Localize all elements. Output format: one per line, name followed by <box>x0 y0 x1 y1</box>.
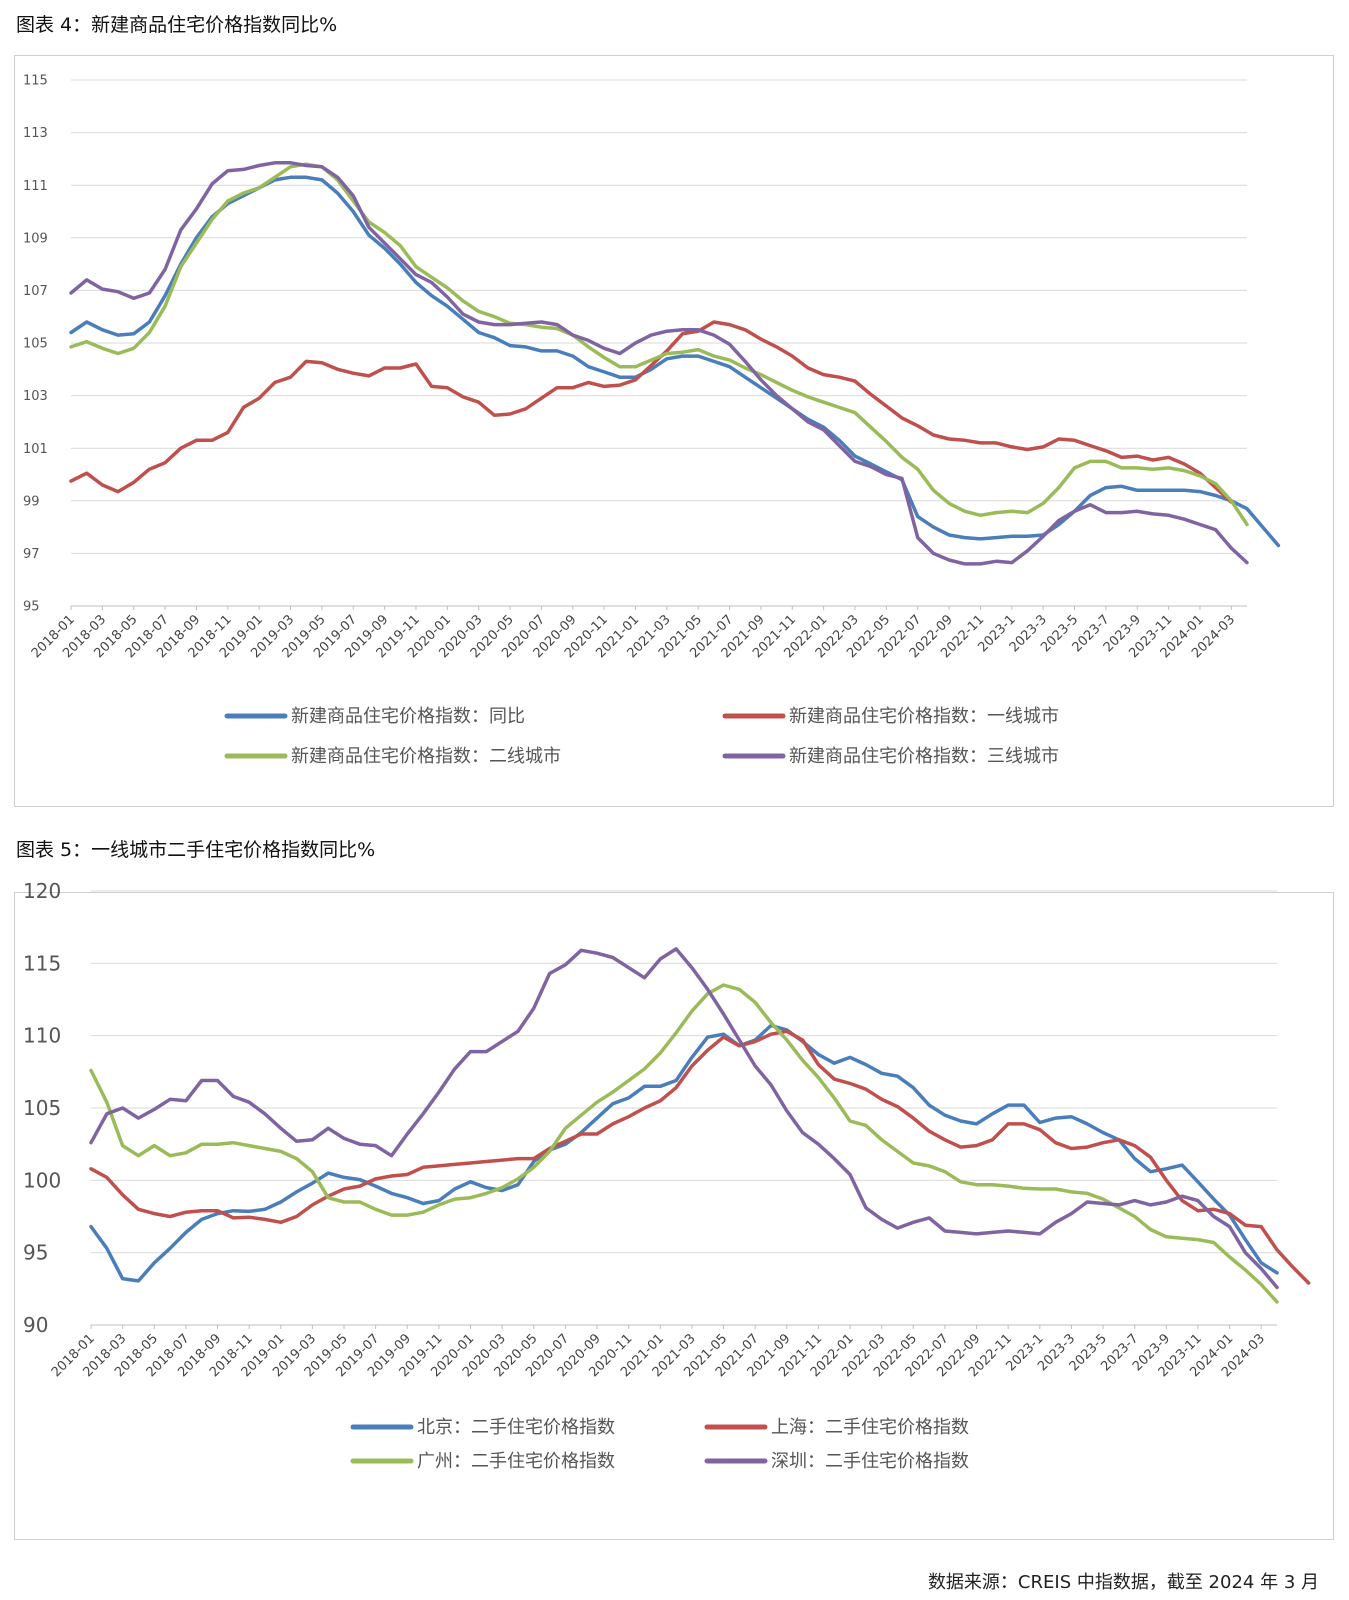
series-line-1 <box>89 1023 1279 1283</box>
y-tick-label: 103 <box>23 389 48 404</box>
legend-label: 新建商品住宅价格指数：一线城市 <box>789 706 1059 727</box>
series-line-2 <box>69 320 1234 504</box>
series-line-3 <box>69 162 1249 527</box>
legend-item-3: 广州：二手住宅价格指数 <box>350 1451 615 1472</box>
gridlines <box>71 79 1247 607</box>
legend-item-2: 新建商品住宅价格指数：一线城市 <box>722 706 1059 727</box>
legend-item-4: 深圳：二手住宅价格指数 <box>704 1451 969 1472</box>
y-tick-label: 95 <box>23 1241 48 1265</box>
y-tick-label: 120 <box>23 879 61 903</box>
series-line-2 <box>89 1029 1311 1285</box>
y-tick-label: 99 <box>23 494 40 509</box>
y-tick-label: 101 <box>23 442 48 457</box>
y-tick-label: 109 <box>23 231 48 246</box>
legend-label: 深圳：二手住宅价格指数 <box>771 1451 969 1472</box>
data-source-note: 数据来源：CREIS 中指数据，截至 2024 年 3 月 <box>927 1572 1319 1593</box>
figure5-chart: 90951001051101151202018-012018-032018-05… <box>23 879 1311 1472</box>
legend-item-4: 新建商品住宅价格指数：三线城市 <box>722 746 1059 767</box>
figure5-title: 图表 5：一线城市二手住宅价格指数同比% <box>16 839 376 861</box>
figure4-chart-panel: 95 97 99 101 103 105 107 109 111 113 115 2018-01 201… <box>14 55 1334 807</box>
y-tick-label: 113 <box>23 126 48 141</box>
legend-label: 广州：二手住宅价格指数 <box>417 1451 615 1472</box>
legend-item-1: 北京：二手住宅价格指数 <box>350 1417 615 1438</box>
y-tick-label: 115 <box>23 951 61 975</box>
series-line-4 <box>69 161 1249 566</box>
y-tick-label: 105 <box>23 1096 61 1120</box>
legend-label: 新建商品住宅价格指数：二线城市 <box>291 746 561 767</box>
figure4-title: 图表 4：新建商品住宅价格指数同比% <box>16 14 338 36</box>
series-line-4 <box>89 947 1279 1290</box>
legend-item-3: 新建商品住宅价格指数：二线城市 <box>224 746 561 767</box>
figure5-chart-panel: 90 95 100 105 110 115 120 2018-01 2018-03 2018-05… <box>14 879 1334 1540</box>
y-tick-label: 111 <box>23 179 48 194</box>
y-tick-label: 110 <box>23 1024 61 1048</box>
y-tick-label: 90 <box>23 1313 48 1337</box>
legend-label: 上海：二手住宅价格指数 <box>771 1417 969 1438</box>
legend-label: 新建商品住宅价格指数：三线城市 <box>789 746 1059 767</box>
y-tick-label: 115 <box>23 74 48 89</box>
series-line-1 <box>69 175 1281 548</box>
y-tick-label: 105 <box>23 337 48 352</box>
series-line-3 <box>89 983 1279 1304</box>
legend-label: 北京：二手住宅价格指数 <box>417 1417 615 1438</box>
y-tick-label: 97 <box>23 547 40 562</box>
y-tick-label: 95 <box>23 600 40 615</box>
legend-item-2: 上海：二手住宅价格指数 <box>704 1417 969 1438</box>
y-tick-label: 107 <box>23 284 48 299</box>
y-tick-label: 100 <box>23 1168 61 1192</box>
figure4-chart: 9597991011031051071091111131152018-01201… <box>23 74 1281 767</box>
legend-item-1: 新建商品住宅价格指数：同比 <box>224 706 525 727</box>
legend-label: 新建商品住宅价格指数：同比 <box>291 706 525 727</box>
